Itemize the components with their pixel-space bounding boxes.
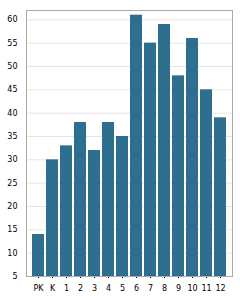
svg-text:9: 9 <box>176 284 181 293</box>
svg-text:5: 5 <box>12 272 17 281</box>
svg-text:60: 60 <box>7 15 17 24</box>
svg-text:12: 12 <box>215 284 225 293</box>
svg-text:20: 20 <box>7 202 17 211</box>
svg-text:6: 6 <box>134 284 139 293</box>
svg-text:PK: PK <box>33 284 44 293</box>
svg-text:55: 55 <box>7 39 17 48</box>
svg-text:10: 10 <box>7 249 17 258</box>
svg-text:10: 10 <box>187 284 197 293</box>
svg-text:8: 8 <box>162 284 167 293</box>
svg-text:30: 30 <box>7 155 17 164</box>
svg-text:1: 1 <box>64 284 69 293</box>
svg-text:7: 7 <box>148 284 153 293</box>
svg-text:4: 4 <box>106 284 111 293</box>
svg-text:3: 3 <box>92 284 97 293</box>
svg-text:50: 50 <box>7 62 17 71</box>
svg-text:25: 25 <box>7 179 17 188</box>
svg-text:45: 45 <box>7 85 17 94</box>
svg-text:11: 11 <box>201 284 211 293</box>
svg-text:2: 2 <box>78 284 83 293</box>
svg-text:5: 5 <box>120 284 125 293</box>
svg-text:40: 40 <box>7 109 17 118</box>
svg-text:15: 15 <box>7 225 17 234</box>
svg-text:35: 35 <box>7 132 17 141</box>
svg-text:K: K <box>50 284 56 293</box>
